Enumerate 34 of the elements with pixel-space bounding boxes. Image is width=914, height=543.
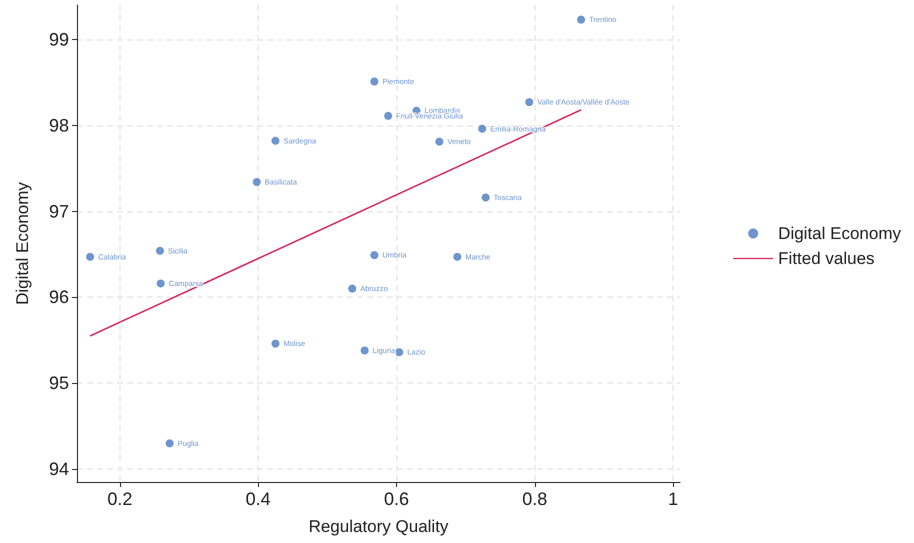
x-tick-label: 0.2: [107, 489, 132, 509]
y-tick-label: 94: [48, 459, 69, 480]
point: [482, 194, 490, 202]
point: [370, 251, 378, 260]
point: [577, 16, 586, 24]
point: [156, 279, 165, 288]
x-tick-label: 0.4: [246, 489, 271, 509]
x-tick-label: 1: [668, 489, 678, 509]
point: [166, 439, 174, 448]
point: [384, 112, 392, 120]
point: [370, 77, 378, 86]
y-tick-label: 96: [48, 287, 69, 308]
point: [525, 98, 534, 106]
point: [271, 136, 280, 145]
legend-label: Digital Economy: [778, 224, 902, 243]
y-axis-title: Digital Economy: [13, 182, 32, 305]
point: [478, 124, 486, 133]
point: [435, 138, 444, 146]
y-tick-label: 95: [48, 373, 69, 394]
point: [453, 252, 462, 261]
point: [271, 340, 280, 348]
x-tick-label: 0.8: [522, 489, 548, 509]
point: [360, 346, 369, 354]
x-tick-label: 0.6: [384, 489, 409, 509]
y-tick-label: 99: [48, 29, 69, 50]
point: [252, 178, 261, 186]
point: [395, 348, 404, 356]
point: [348, 284, 356, 293]
x-axis-title: Regulatory Quality: [308, 517, 449, 536]
point: [86, 252, 94, 261]
y-tick-label: 97: [48, 201, 69, 222]
point: [156, 246, 164, 255]
y-tick-label: 98: [48, 115, 69, 136]
legend-label: Fitted values: [778, 249, 875, 268]
